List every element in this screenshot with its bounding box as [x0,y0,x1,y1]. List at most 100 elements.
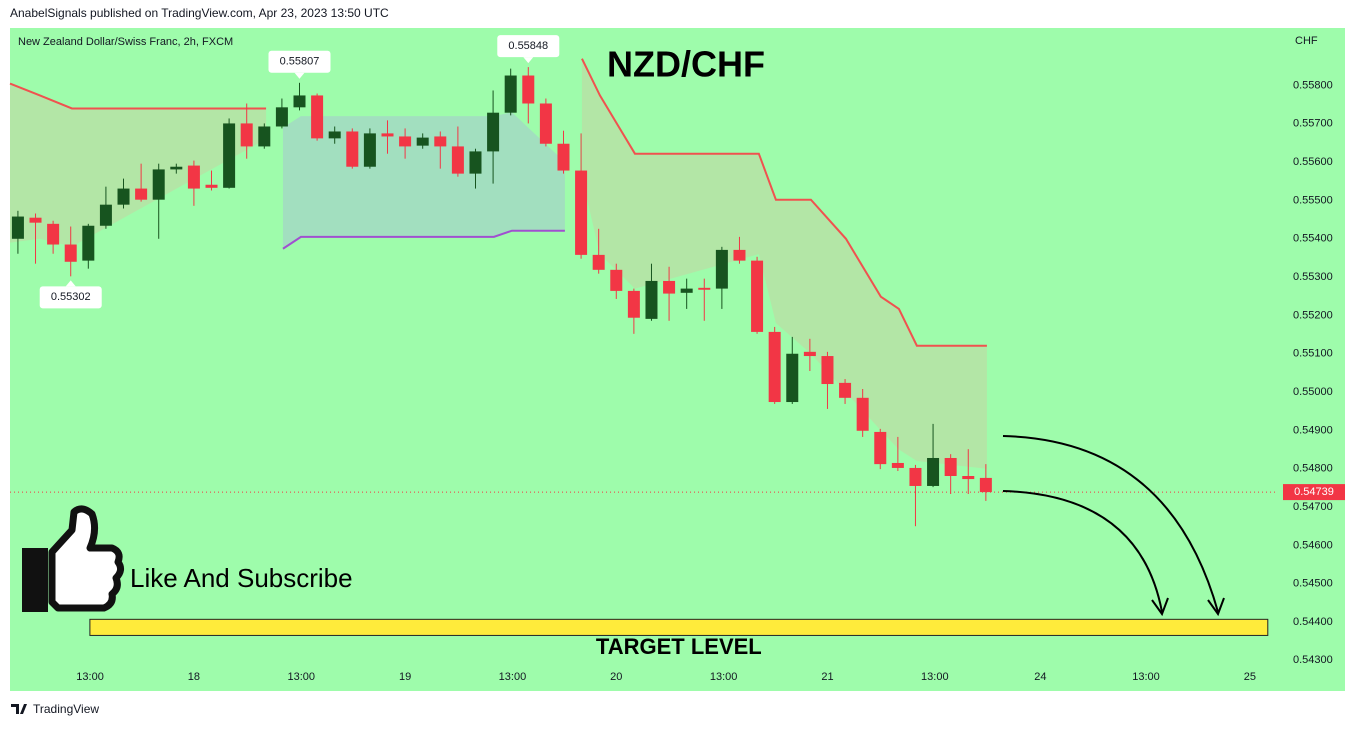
price-callout: 0.55807 [268,50,331,79]
candle-body [346,131,359,167]
candle-body [557,143,570,171]
candle-body [258,126,271,147]
candle-body [399,136,412,147]
zone-fill [581,58,987,469]
candle-body [99,204,112,226]
x-tick-label: 13:00 [287,671,315,683]
candle-body [187,165,200,189]
candle-body [979,477,992,493]
callout-label: 0.55302 [51,291,91,303]
candle-body [944,457,957,476]
target-label: TARGET LEVEL [596,634,762,659]
candle-body [311,95,324,139]
candle-body [434,136,447,147]
candle-body [786,353,799,403]
footer: TradingView [33,702,99,716]
y-tick-label: 0.55600 [1293,156,1333,168]
y-tick-label: 0.54400 [1293,616,1333,628]
y-tick-label: 0.55700 [1293,118,1333,130]
zone-line [9,82,267,110]
x-tick-label: 25 [1244,671,1256,683]
promo-text: Like And Subscribe [130,563,353,593]
zone-fill [282,112,565,249]
candle-body [363,133,376,167]
candle-body [205,184,218,188]
candle-body [135,188,148,200]
candle-body [715,249,728,289]
candle-body [223,123,236,188]
y-tick-label: 0.55800 [1293,79,1333,91]
thumbs-up-icon [22,505,125,612]
x-tick-label: 13:00 [499,671,527,683]
candle-body [698,287,711,290]
candle-body [275,107,288,127]
x-tick-label: 13:00 [76,671,104,683]
candle-body [152,169,165,200]
candle-body [874,431,887,465]
candle-body [82,225,95,261]
candle-body [909,467,922,486]
x-tick-label: 21 [821,671,833,683]
x-tick-label: 18 [188,671,200,683]
x-tick-label: 20 [610,671,622,683]
y-tick-label: 0.55300 [1293,271,1333,283]
y-tick-label: 0.55500 [1293,194,1333,206]
candle-body [627,290,640,318]
candle-body [592,254,605,270]
zone-line [282,229,565,250]
candle-body [487,112,500,152]
candle-body [645,280,658,319]
target-level [89,618,1269,636]
candle-body [504,75,517,113]
candle-body [381,133,394,137]
candle-body [170,166,183,170]
candle-body [821,356,834,385]
candle-body [610,269,623,291]
y-tick-label: 0.54900 [1293,424,1333,436]
x-tick-label: 19 [399,671,411,683]
price-callout: 0.55848 [497,35,560,64]
tradingview-logo [11,704,27,714]
candle-body [64,244,77,262]
candle-body [803,351,816,357]
currency: CHF [1295,35,1318,47]
candle-body [539,103,552,144]
candle-body [47,223,60,245]
candle-body [663,280,676,294]
candle-body [117,188,130,205]
arrows [1002,435,1225,617]
callout-pointer [65,280,76,287]
candle-body [469,151,482,174]
zone-fill [10,83,267,247]
y-tick-label: 0.55000 [1293,386,1333,398]
chart-title: NZD/CHF [607,44,765,85]
last-price-box [1283,484,1345,501]
last-price-label: 0.54739 [1294,486,1334,498]
candle-body [962,476,975,480]
x-tick-label: 13:00 [921,671,949,683]
candle-body [451,146,464,174]
y-tick-label: 0.54500 [1293,578,1333,590]
x-tick-label: 13:00 [1132,671,1160,683]
candle-body [29,217,42,223]
callout-box [39,286,102,309]
zone-line [581,58,987,347]
candle-body [927,457,940,486]
candle-body [575,170,588,255]
y-tick-label: 0.54300 [1293,654,1333,666]
callout-pointer [294,72,305,79]
candle-body [733,249,746,261]
y-tick-label: 0.54600 [1293,539,1333,551]
callout-box [268,50,331,73]
y-tick-label: 0.55200 [1293,309,1333,321]
x-tick-label: 24 [1034,671,1046,683]
plot: TARGET LEVEL 0.55302 0.55807 0.55848 0.54300… [9,35,1345,683]
candle-body [416,137,429,146]
y-tick-label: 0.54700 [1293,501,1333,513]
y-tick-label: 0.55100 [1293,348,1333,360]
candle-body [328,131,341,139]
callout-label: 0.55807 [280,56,320,68]
x-tick-label: 13:00 [710,671,738,683]
y-tick-label: 0.55400 [1293,233,1333,245]
